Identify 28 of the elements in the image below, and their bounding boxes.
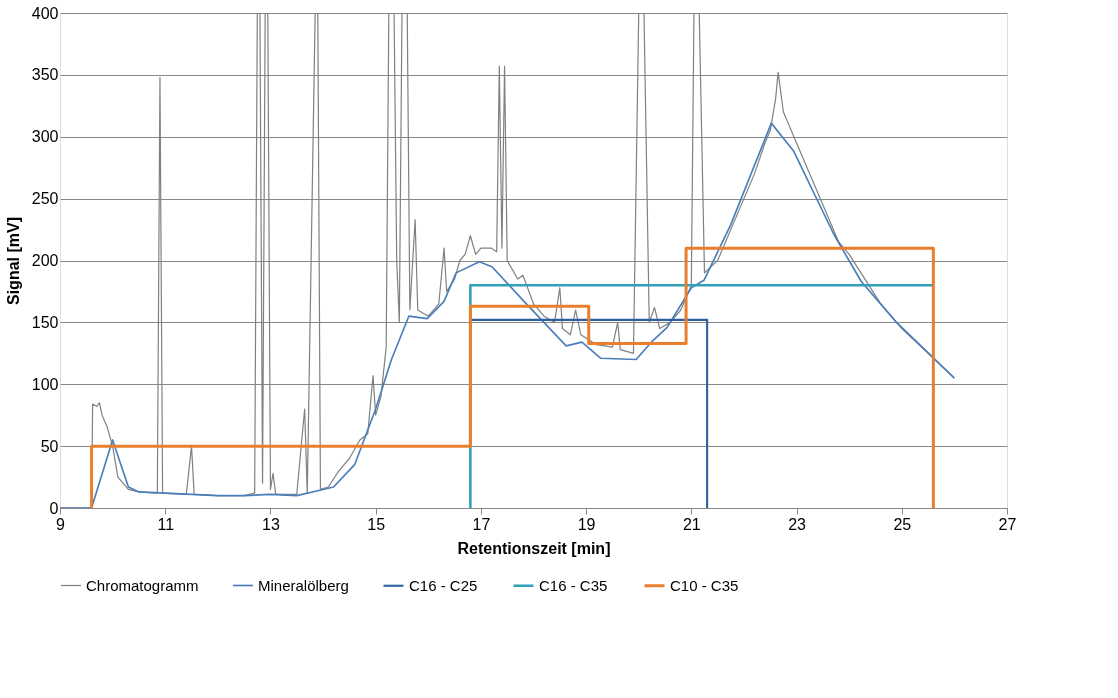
y-tick-label: 350: [31, 66, 59, 84]
legend-label: Mineralölberg: [258, 576, 349, 594]
x-tick-label: 19: [577, 515, 596, 533]
y-axis-title: Signal [mV]: [4, 216, 22, 306]
y-tick-label: 150: [31, 313, 59, 331]
x-tick-label: 17: [472, 515, 491, 533]
y-tick-label: 250: [31, 190, 59, 208]
y-tick-label: 0: [49, 499, 59, 517]
x-tick-label: 23: [788, 515, 807, 533]
x-tick-label: 11: [157, 515, 175, 533]
x-tick-label: 13: [262, 515, 280, 533]
y-tick-label: 200: [31, 252, 59, 269]
y-tick-label: 100: [31, 375, 59, 393]
x-tick-label: 25: [893, 515, 912, 533]
x-tick-label: 9: [56, 515, 66, 533]
x-tick-label: 15: [367, 515, 386, 533]
x-tick-label: 21: [682, 515, 701, 533]
legend-label: Chromatogramm: [86, 576, 199, 594]
x-axis-title: Retentionszeit [min]: [457, 539, 611, 557]
line-series: [90, 246, 935, 508]
legend-label: C16 - C35: [539, 576, 608, 594]
y-tick-label: 50: [40, 437, 59, 455]
legend-label: C16 - C25: [409, 576, 478, 594]
line-series: [60, 122, 956, 508]
y-tick-label: 300: [31, 128, 59, 146]
legend-label: C10 - C35: [670, 576, 739, 594]
y-tick-label: 400: [31, 4, 59, 22]
x-tick-label: 27: [998, 515, 1017, 533]
